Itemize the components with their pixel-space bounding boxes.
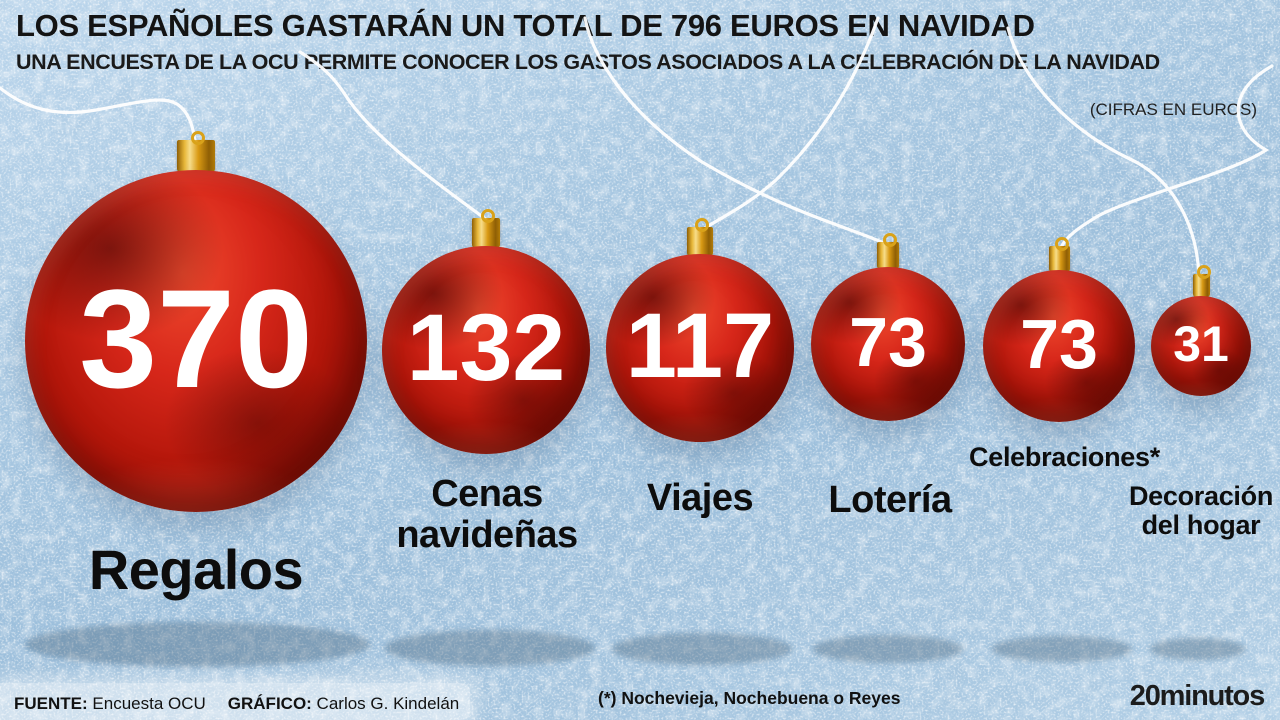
asterisk-footnote: (*) Nochevieja, Nochebuena o Reyes: [598, 688, 901, 708]
ball-shadow: [1150, 638, 1245, 660]
publisher-logo: 20minutos: [1129, 680, 1265, 712]
ornament-label-loteria: Lotería: [828, 479, 952, 521]
ornament-ball-loteria: 73: [811, 267, 965, 421]
ornament-cap: [472, 209, 500, 248]
ball-shadow: [25, 622, 370, 667]
ball-shadow: [992, 636, 1132, 662]
ball-shadow: [813, 635, 963, 663]
source-credit: FUENTE: Encuesta OCU GRÁFICO: Carlos G. K…: [14, 694, 459, 714]
source-band: [0, 683, 470, 720]
chart-subtitle: UNA ENCUESTA DE LA OCU PERMITE CONOCER L…: [16, 50, 1160, 74]
string-curve-4: [583, 16, 888, 246]
string-curve-6: [1006, 26, 1201, 278]
ornament-value: 31: [1173, 316, 1229, 372]
ball-shadow: [385, 630, 595, 666]
ornament-cap: [1193, 265, 1211, 297]
string-curve-2: [298, 50, 489, 222]
ball-shadow: [612, 633, 792, 665]
ornament-ball-regalos: 370: [25, 170, 367, 512]
ornament-cap: [877, 233, 899, 269]
ornament-value: 132: [406, 294, 566, 401]
ornament-ball-decoracion: 31: [1151, 296, 1251, 396]
ornament-label-decoracion: Decoración del hogar: [1128, 481, 1274, 541]
ornament-ball-viajes: 117: [606, 254, 794, 442]
ornament-label-regalos: Regalos: [88, 538, 304, 601]
credit-label: GRÁFICO:: [227, 694, 312, 713]
ornament-value: 370: [79, 260, 313, 417]
ornament-cap: [177, 131, 215, 172]
chart-title: LOS ESPAÑOLES GASTARÁN UN TOTAL DE 796 E…: [16, 8, 1035, 43]
string-curve-3: [703, 16, 880, 230]
units-note: (CIFRAS EN EUROS): [1089, 100, 1257, 119]
ornament-value: 73: [1020, 305, 1098, 383]
ornament-ball-celebraciones: 73: [983, 270, 1135, 422]
ornament-label-celebraciones: Celebraciones*: [969, 442, 1160, 472]
credit-value: Carlos G. Kindelán: [311, 694, 460, 713]
ornament-label-cenas: Cenas navideñas: [396, 473, 578, 557]
ornament-ball-cenas: 132: [382, 246, 590, 454]
ornament-cap: [1049, 237, 1070, 272]
string-curve-1: [0, 86, 197, 144]
ornament-value: 73: [849, 303, 927, 381]
ornament-value: 117: [625, 295, 775, 397]
source-label: FUENTE:: [14, 694, 88, 713]
string-curve-5: [1058, 64, 1274, 252]
source-value: Encuesta OCU: [87, 694, 206, 713]
ornament-label-viajes: Viajes: [646, 477, 754, 519]
ornament-cap: [687, 218, 713, 256]
